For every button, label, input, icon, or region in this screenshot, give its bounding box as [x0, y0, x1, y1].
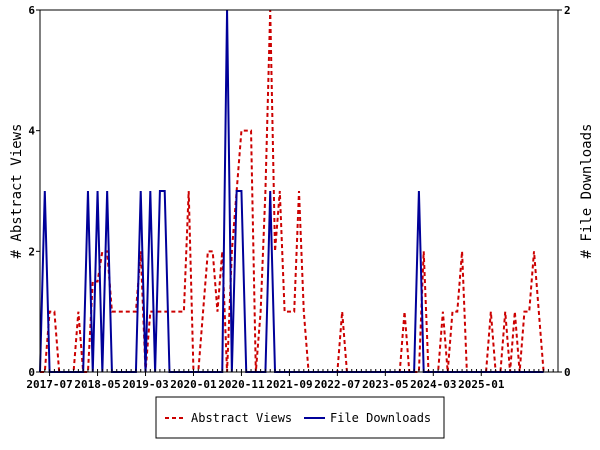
y-left-tick-label: 2 — [28, 245, 35, 258]
tick-marks — [36, 9, 562, 376]
y-axis-title-right: # File Downloads — [579, 124, 595, 259]
plot-lines — [39, 9, 545, 373]
legend-box — [155, 396, 445, 439]
x-tick-label: 2023-05 — [362, 378, 408, 391]
x-tick-label: 2024-03 — [410, 378, 456, 391]
tick-labels: 2017-07 2018-05 2019-03 2020-01 2020-11 2021-… — [26, 4, 570, 391]
y-axis-title-left: # Abstract Views — [9, 124, 25, 259]
y-left-tick-label: 6 — [28, 4, 35, 17]
x-tick-label: 2022-07 — [314, 378, 360, 391]
y-right-tick-label: 0 — [564, 366, 571, 379]
legend-label-file-downloads: File Downloads — [330, 411, 431, 425]
x-tick-label: 2017-07 — [26, 378, 72, 391]
x-tick-label: 2019-03 — [122, 378, 168, 391]
y-right-tick-label: 2 — [564, 4, 571, 17]
x-tick-label: 2020-11 — [218, 378, 265, 391]
x-tick-label: 2025-01 — [458, 378, 505, 391]
x-tick-label: 2020-01 — [170, 378, 217, 391]
series-line-file-downloads — [39, 9, 544, 373]
series-line-abstract-views — [40, 9, 545, 373]
x-tick-label: 2021-09 — [266, 378, 312, 391]
y-left-tick-label: 4 — [28, 125, 35, 138]
legend: Abstract Views File Downloads — [155, 396, 445, 439]
legend-label-abstract-views: Abstract Views — [191, 411, 292, 425]
x-tick-label: 2018-05 — [74, 378, 120, 391]
y-left-tick-label: 0 — [28, 366, 35, 379]
